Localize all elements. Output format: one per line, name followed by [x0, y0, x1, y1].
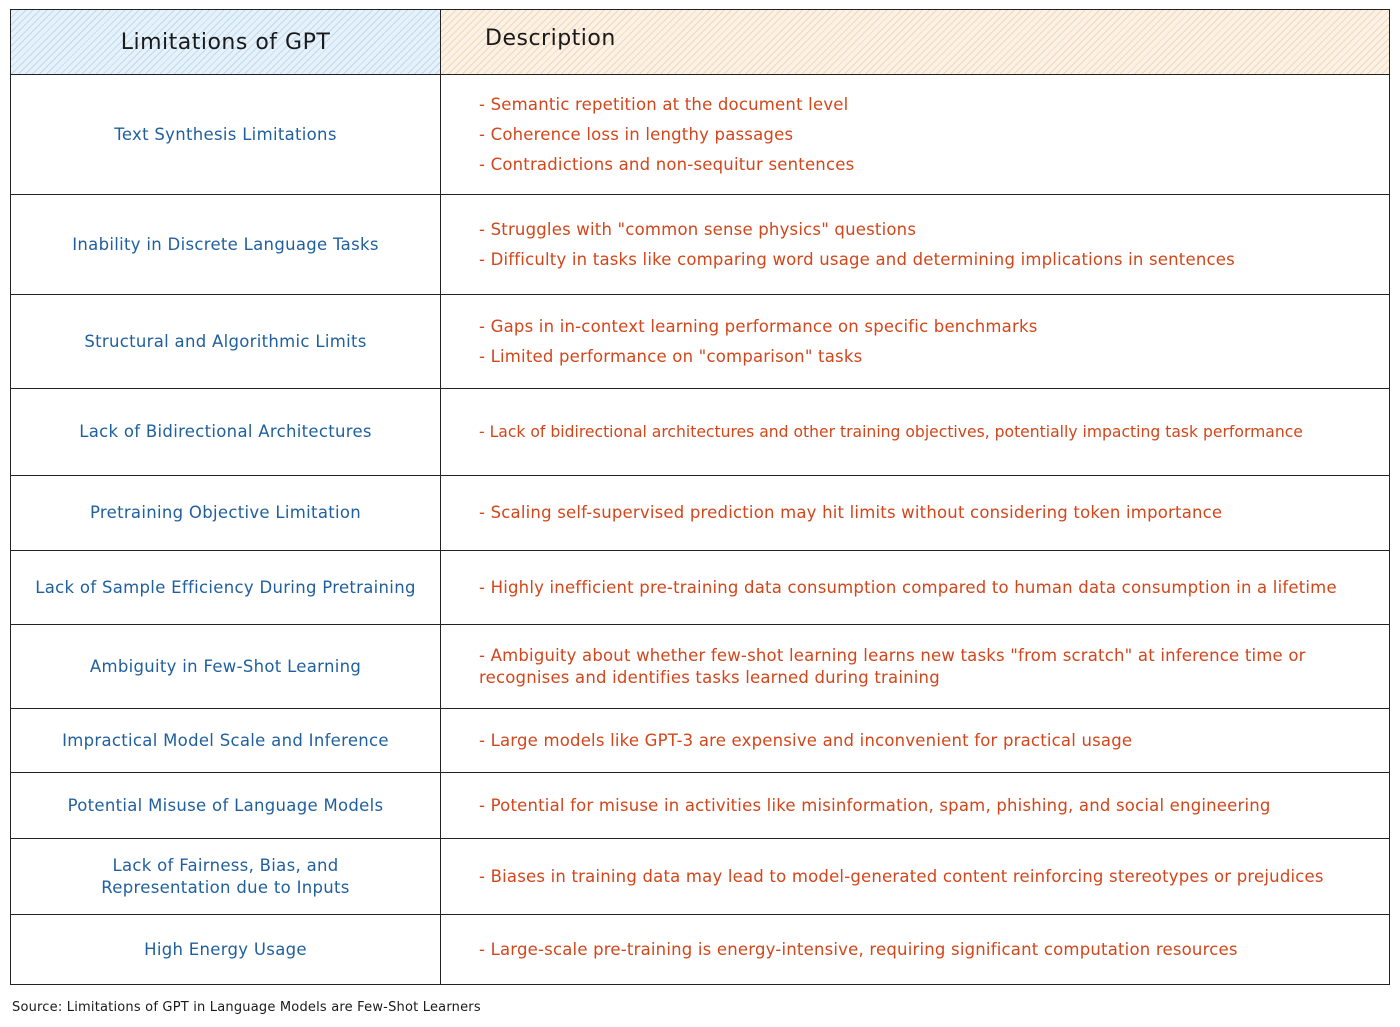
description-item: - Biases in training data may lead to mo… [479, 866, 1324, 886]
description-item: - Gaps in in-context learning performanc… [479, 316, 1038, 336]
table-header-row: Limitations of GPT Description [11, 10, 1389, 74]
limitation-label: Impractical Model Scale and Inference [62, 730, 389, 750]
description-item: - Potential for misuse in activities lik… [479, 795, 1271, 815]
description-cell: - Potential for misuse in activities lik… [441, 773, 1389, 838]
description-item: - Lack of bidirectional architectures an… [479, 423, 1303, 441]
description-cell: - Semantic repetition at the document le… [441, 75, 1389, 194]
limitation-label: Text Synthesis Limitations [114, 124, 337, 144]
description-item: - Difficulty in tasks like comparing wor… [479, 249, 1235, 269]
description-item: - Struggles with "common sense physics" … [479, 219, 917, 239]
limitation-cell: Lack of Sample Efficiency During Pretrai… [11, 551, 441, 624]
table-row: Pretraining Objective Limitation - Scali… [11, 475, 1389, 550]
table-row: High Energy Usage - Large-scale pre-trai… [11, 914, 1389, 984]
description-cell: - Highly inefficient pre-training data c… [441, 551, 1389, 624]
description-cell: - Large-scale pre-training is energy-int… [441, 915, 1389, 984]
header-limitations-label: Limitations of GPT [120, 29, 331, 55]
limitation-label: Potential Misuse of Language Models [67, 795, 384, 815]
table-row: Text Synthesis Limitations - Semantic re… [11, 74, 1389, 194]
limitation-label: Structural and Algorithmic Limits [84, 331, 367, 351]
description-cell: - Large models like GPT-3 are expensive … [441, 709, 1389, 772]
description-cell: - Struggles with "common sense physics" … [441, 195, 1389, 294]
limitations-table: Limitations of GPT Description Text Synt… [10, 9, 1390, 985]
limitation-label: Ambiguity in Few-Shot Learning [89, 656, 362, 676]
limitation-label: High Energy Usage [144, 939, 307, 959]
limitation-cell: Text Synthesis Limitations [11, 75, 441, 194]
header-cell-description: Description [441, 10, 1389, 74]
limitation-cell: Impractical Model Scale and Inference [11, 709, 441, 772]
table-row: Impractical Model Scale and Inference - … [11, 708, 1389, 772]
description-item: - Large-scale pre-training is energy-int… [479, 939, 1238, 959]
description-item: - Scaling self-supervised prediction may… [479, 503, 1223, 522]
table-row: Potential Misuse of Language Models - Po… [11, 772, 1389, 838]
source-caption: Source: Limitations of GPT in Language M… [12, 1000, 481, 1015]
limitation-cell: Inability in Discrete Language Tasks [11, 195, 441, 294]
limitation-label: Lack of Bidirectional Architectures [79, 422, 372, 441]
description-item: - Limited performance on "comparison" ta… [479, 346, 863, 366]
description-item: - Semantic repetition at the document le… [479, 94, 849, 114]
description-cell: - Lack of bidirectional architectures an… [441, 389, 1389, 475]
limitation-label: Lack of Sample Efficiency During Pretrai… [35, 577, 416, 597]
description-item: - Ambiguity about whether few-shot learn… [479, 645, 1306, 687]
limitation-cell: Lack of Fairness, Bias, and Representati… [11, 839, 441, 914]
table-row: Lack of Bidirectional Architectures - La… [11, 388, 1389, 475]
limitation-label: Inability in Discrete Language Tasks [72, 234, 379, 254]
table-row: Lack of Sample Efficiency During Pretrai… [11, 550, 1389, 624]
limitation-cell: Ambiguity in Few-Shot Learning [11, 625, 441, 708]
description-item: - Highly inefficient pre-training data c… [479, 577, 1337, 597]
limitation-cell: Structural and Algorithmic Limits [11, 295, 441, 388]
description-cell: - Ambiguity about whether few-shot learn… [441, 625, 1389, 708]
table-row: Inability in Discrete Language Tasks - S… [11, 194, 1389, 294]
limitation-cell: High Energy Usage [11, 915, 441, 984]
limitation-cell: Potential Misuse of Language Models [11, 773, 441, 838]
description-item: - Coherence loss in lengthy passages [479, 124, 794, 144]
description-item: - Large models like GPT-3 are expensive … [479, 730, 1133, 750]
table-row: Ambiguity in Few-Shot Learning - Ambigui… [11, 624, 1389, 708]
description-cell: - Gaps in in-context learning performanc… [441, 295, 1389, 388]
table-row: Structural and Algorithmic Limits - Gaps… [11, 294, 1389, 388]
description-cell: - Scaling self-supervised prediction may… [441, 476, 1389, 550]
header-cell-limitations: Limitations of GPT [11, 10, 441, 74]
limitation-cell: Pretraining Objective Limitation [11, 476, 441, 550]
limitation-cell: Lack of Bidirectional Architectures [11, 389, 441, 475]
limitation-label: Lack of Fairness, Bias, and Representati… [101, 855, 350, 897]
table-row: Lack of Fairness, Bias, and Representati… [11, 838, 1389, 914]
limitation-label: Pretraining Objective Limitation [89, 503, 362, 522]
description-cell: - Biases in training data may lead to mo… [441, 839, 1389, 914]
header-description-label: Description [485, 26, 616, 51]
description-item: - Contradictions and non-sequitur senten… [479, 154, 855, 174]
